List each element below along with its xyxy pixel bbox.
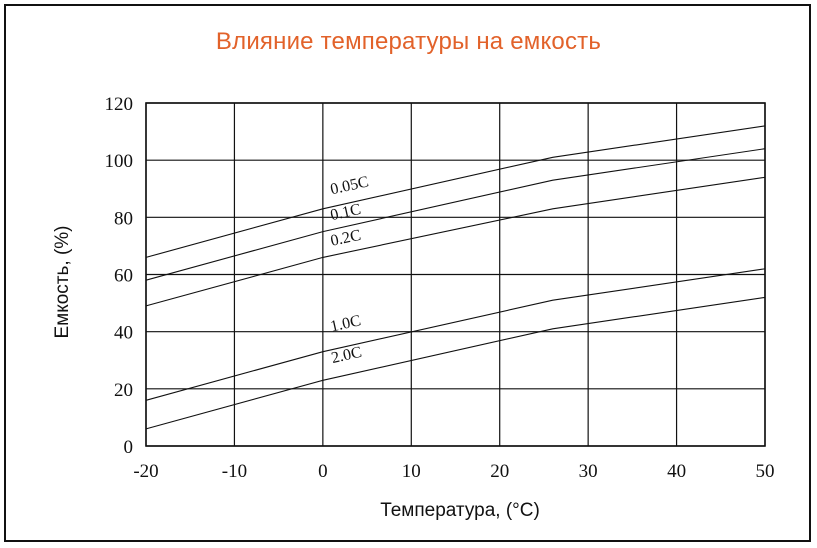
series-line (145, 125, 766, 258)
y-tick-label: 0 (124, 437, 134, 458)
x-tick-label: -10 (222, 461, 247, 482)
series-line (145, 268, 766, 401)
y-tick-label: 20 (114, 380, 133, 401)
x-tick-label: 0 (318, 461, 328, 482)
series-label: 1.0C (329, 312, 363, 335)
x-tick-label: -20 (133, 461, 158, 482)
series-label: 0.1C (329, 201, 363, 224)
x-ticks: -20 -10 0 10 20 30 40 50 (133, 461, 774, 482)
y-tick-label: 40 (114, 323, 133, 344)
y-tick-label: 120 (105, 94, 134, 115)
y-tick-label: 100 (105, 151, 134, 172)
series-label: 2.0C (330, 344, 364, 367)
chart-title: Влияние температуры на емкость (215, 28, 602, 55)
x-axis-label: Температура, (°C) (380, 500, 540, 521)
series-labels: 0.05C 0.1C 0.2C 1.0C 2.0C (329, 173, 370, 367)
series-lines (145, 125, 766, 430)
y-tick-label: 60 (114, 266, 133, 287)
x-tick-label: 40 (667, 461, 686, 482)
x-tick-label: 30 (579, 461, 598, 482)
y-ticks: 0 20 40 60 80 100 120 (105, 94, 134, 458)
x-tick-label: 50 (756, 461, 775, 482)
series-label: 0.05C (329, 173, 370, 198)
series-line (145, 176, 766, 307)
series-line (145, 148, 766, 281)
plot-border (145, 102, 766, 447)
x-tick-label: 20 (490, 461, 509, 482)
grid (145, 102, 766, 447)
series-line (145, 296, 766, 430)
x-tick-label: 10 (402, 461, 421, 482)
y-tick-label: 80 (114, 208, 133, 229)
series-label: 0.2C (329, 227, 363, 250)
